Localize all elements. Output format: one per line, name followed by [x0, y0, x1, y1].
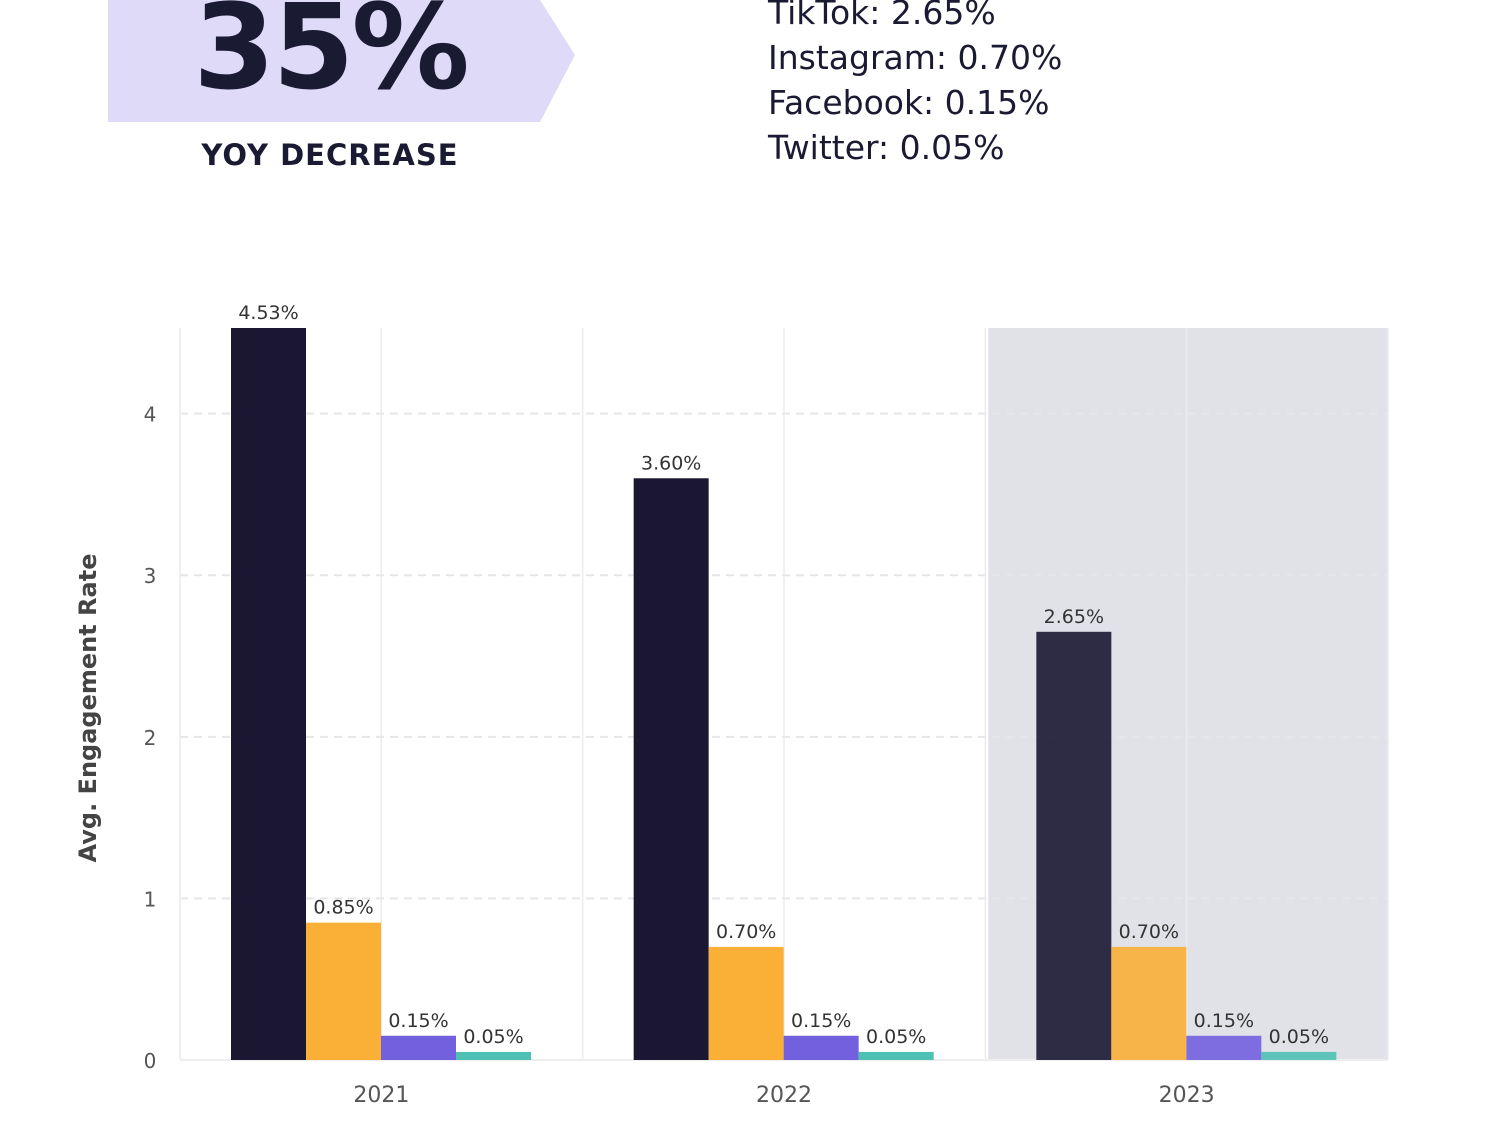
platform-rate-tiktok: TikTok: 2.65%	[768, 0, 996, 32]
data-label-2023-series-4: 0.05%	[1269, 1026, 1329, 1048]
stat-banner-shape	[108, 0, 575, 122]
bar-2021-series-2	[306, 922, 381, 1060]
bar-2023-series-4	[1261, 1051, 1337, 1060]
platform-rate-list: TikTok: 2.65% Instagram: 0.70% Facebook:…	[768, 0, 1062, 170]
stat-banner	[0, 0, 580, 122]
bar-2023-series-2	[1111, 946, 1187, 1060]
data-label-2021-series-3: 0.15%	[388, 1010, 448, 1032]
bar-2022-series-4	[858, 1051, 934, 1060]
x-tick-label-2021: 2021	[353, 1083, 409, 1108]
stat-caption: YOY DECREASE	[201, 138, 459, 172]
bar-2021-series-4	[456, 1051, 531, 1060]
bar-2021-series-3	[381, 1035, 456, 1060]
data-label-2022-series-3: 0.15%	[791, 1010, 851, 1032]
data-label-2022-series-2: 0.70%	[716, 921, 776, 943]
engagement-bar-chart: 0 1 2 3 4 4.53% 0.85% 0.15% 0.05% 2021 3.60% 0.70% 0…	[74, 302, 1389, 1108]
bar-2021-series-1	[231, 328, 306, 1060]
data-label-2022-series-4: 0.05%	[866, 1026, 926, 1048]
bar-2023-series-1	[1036, 631, 1112, 1060]
data-label-2023-series-1: 2.65%	[1044, 606, 1104, 628]
bar-2022-series-2	[708, 946, 784, 1060]
y-tick-label-2: 2	[144, 726, 157, 750]
y-tick-label-3: 3	[144, 564, 157, 588]
data-label-2021-series-4: 0.05%	[463, 1026, 523, 1048]
bar-2022-series-3	[783, 1035, 859, 1060]
x-tick-label-2022: 2022	[756, 1083, 812, 1108]
data-label-2021-series-1: 4.53%	[238, 302, 298, 324]
y-tick-label-0: 0	[144, 1049, 157, 1073]
platform-rate-instagram: Instagram: 0.70%	[768, 38, 1063, 77]
bar-2023-series-3	[1186, 1035, 1262, 1060]
x-tick-label-2023: 2023	[1159, 1083, 1215, 1108]
bar-2022-series-1	[633, 478, 709, 1060]
y-tick-label-4: 4	[144, 403, 157, 427]
y-tick-label-1: 1	[144, 887, 157, 911]
stat-value: 35%	[193, 0, 469, 116]
data-label-2023-series-2: 0.70%	[1119, 921, 1179, 943]
data-label-2022-series-1: 3.60%	[641, 452, 701, 474]
y-axis-title: Avg. Engagement Rate	[74, 554, 102, 863]
platform-rate-twitter: Twitter: 0.05%	[768, 128, 1005, 167]
data-label-2021-series-2: 0.85%	[313, 897, 373, 919]
data-label-2023-series-3: 0.15%	[1194, 1010, 1254, 1032]
platform-rate-facebook: Facebook: 0.15%	[768, 83, 1050, 122]
banner-arrow-shape	[108, 0, 575, 122]
